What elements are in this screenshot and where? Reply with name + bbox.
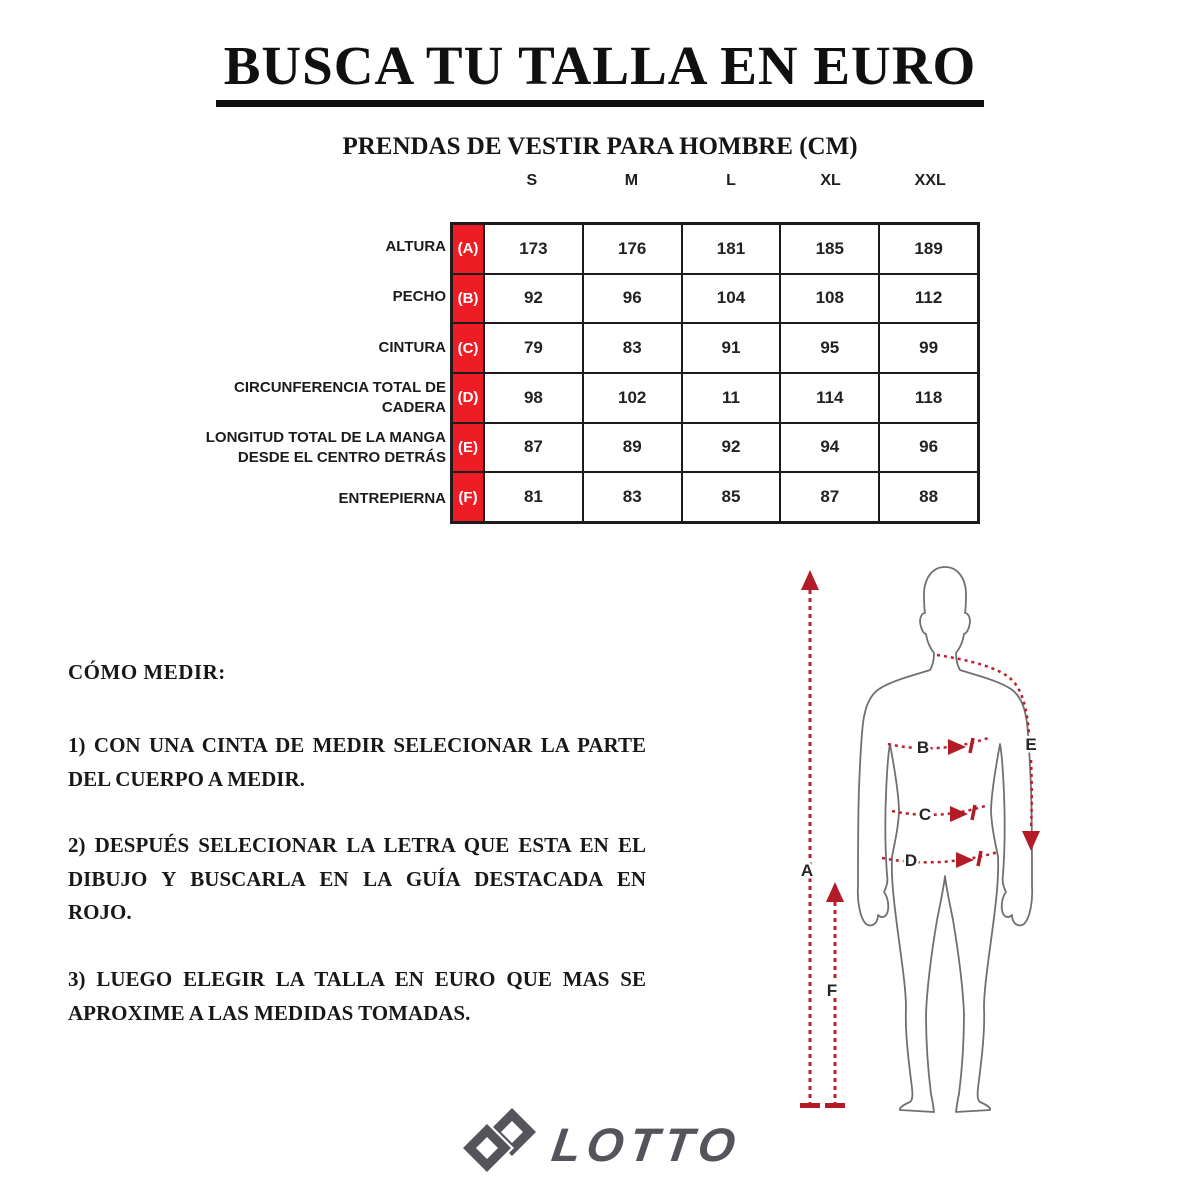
measure-label-a: A (801, 861, 813, 880)
size-cell: 114 (780, 373, 880, 423)
page-subtitle: PRENDAS DE VESTIR PARA HOMBRE (CM) (342, 133, 858, 160)
measure-line-a: A (798, 570, 820, 1108)
measure-line-c: C (891, 803, 989, 827)
letter-badge-e: (E) (452, 422, 484, 473)
measurement-row-labels: ALTURA PECHO CINTURA CIRCUNFERENCIA TOTA… (194, 222, 446, 524)
size-cell: 102 (582, 373, 682, 423)
page-title-text: BUSCA TU TALLA EN EURO (215, 34, 985, 107)
size-column-headers: S M L XL XXL (482, 172, 980, 190)
letter-badge-c: (C) (452, 323, 484, 373)
size-cell: 96 (879, 422, 978, 473)
size-cell: 87 (780, 472, 880, 522)
size-cell: 108 (780, 273, 880, 324)
measure-label-e: E (1025, 735, 1036, 754)
size-cell: 181 (681, 224, 781, 274)
size-cell: 89 (582, 422, 682, 473)
size-cell: 92 (484, 273, 583, 324)
measure-label-c: C (919, 805, 931, 824)
size-cell: 189 (879, 224, 978, 274)
row-label-altura: ALTURA (385, 238, 446, 256)
body-outline (856, 566, 1034, 1113)
size-cell: 81 (484, 472, 583, 522)
column-header-l: L (726, 172, 736, 189)
size-cell: 185 (780, 224, 880, 274)
measure-line-f: F (824, 882, 845, 1108)
size-cell: 104 (681, 273, 781, 324)
row-label-cintura: CINTURA (378, 338, 447, 356)
size-cell: 79 (484, 323, 583, 373)
size-cell: 99 (879, 323, 978, 373)
size-cell: 112 (879, 273, 978, 324)
page-title: BUSCA TU TALLA EN EURO (0, 34, 1200, 107)
letter-badge-d: (D) (452, 373, 484, 423)
lotto-wordmark: LOTTO (548, 1118, 745, 1171)
howto-section: CÓMO MEDIR: 1) CON UNA CINTA DE MEDIR SE… (68, 660, 646, 1063)
measure-line-b: B (887, 736, 989, 760)
size-cell: 92 (681, 422, 781, 473)
size-cell: 98 (484, 373, 583, 423)
measure-label-f: F (827, 981, 837, 1000)
howto-heading: CÓMO MEDIR: (68, 660, 226, 684)
size-cell: 87 (484, 422, 583, 473)
size-cell: 96 (582, 273, 682, 324)
measure-label-b: B (917, 738, 929, 757)
size-cell: 85 (681, 472, 781, 522)
size-cell: 94 (780, 422, 880, 473)
column-header-m: M (624, 172, 639, 189)
row-label-cadera: CIRCUNFERENCIA TOTAL DE CADERA (234, 378, 446, 417)
body-measurement-diagram: A F B C D (798, 566, 1040, 1113)
measure-label-d: D (905, 851, 917, 870)
row-label-pecho: PECHO (392, 288, 446, 306)
size-cell: 176 (582, 224, 682, 274)
letter-badge-f: (F) (452, 472, 484, 522)
column-header-xxl: XXL (914, 172, 946, 189)
brand-logo: LOTTO (0, 1106, 1200, 1174)
size-cell: 83 (582, 323, 682, 373)
letter-badge-b: (B) (452, 273, 484, 324)
column-header-xl: XL (820, 172, 841, 189)
size-cell: 173 (484, 224, 583, 274)
howto-step-3: 3) LUEGO ELEGIR LA TALLA EN EURO QUE MAS… (68, 966, 646, 1025)
measure-line-e: E (936, 653, 1040, 851)
size-cell: 91 (681, 323, 781, 373)
column-header-s: S (526, 172, 538, 189)
howto-step-1: 1) CON UNA CINTA DE MEDIR SELECIONAR LA … (68, 733, 646, 791)
row-label-entrepierna: ENTREPIERNA (338, 489, 446, 507)
howto-step-2: 2) DESPUÉS SELECIONAR LA LETRA QUE ESTA … (68, 833, 646, 925)
measure-line-d: D (881, 849, 999, 873)
size-cell: 118 (879, 373, 978, 423)
size-cell: 11 (681, 373, 781, 423)
lotto-diamond-icon (459, 1108, 536, 1174)
letter-badge-a: (A) (452, 224, 484, 274)
size-table: (A) 173 176 181 185 189 (B) 92 96 104 10… (450, 222, 980, 524)
size-cell: 88 (879, 472, 978, 522)
row-label-manga: LONGITUD TOTAL DE LA MANGA DESDE EL CENT… (205, 429, 446, 467)
size-cell: 83 (582, 472, 682, 522)
size-cell: 95 (780, 323, 880, 373)
